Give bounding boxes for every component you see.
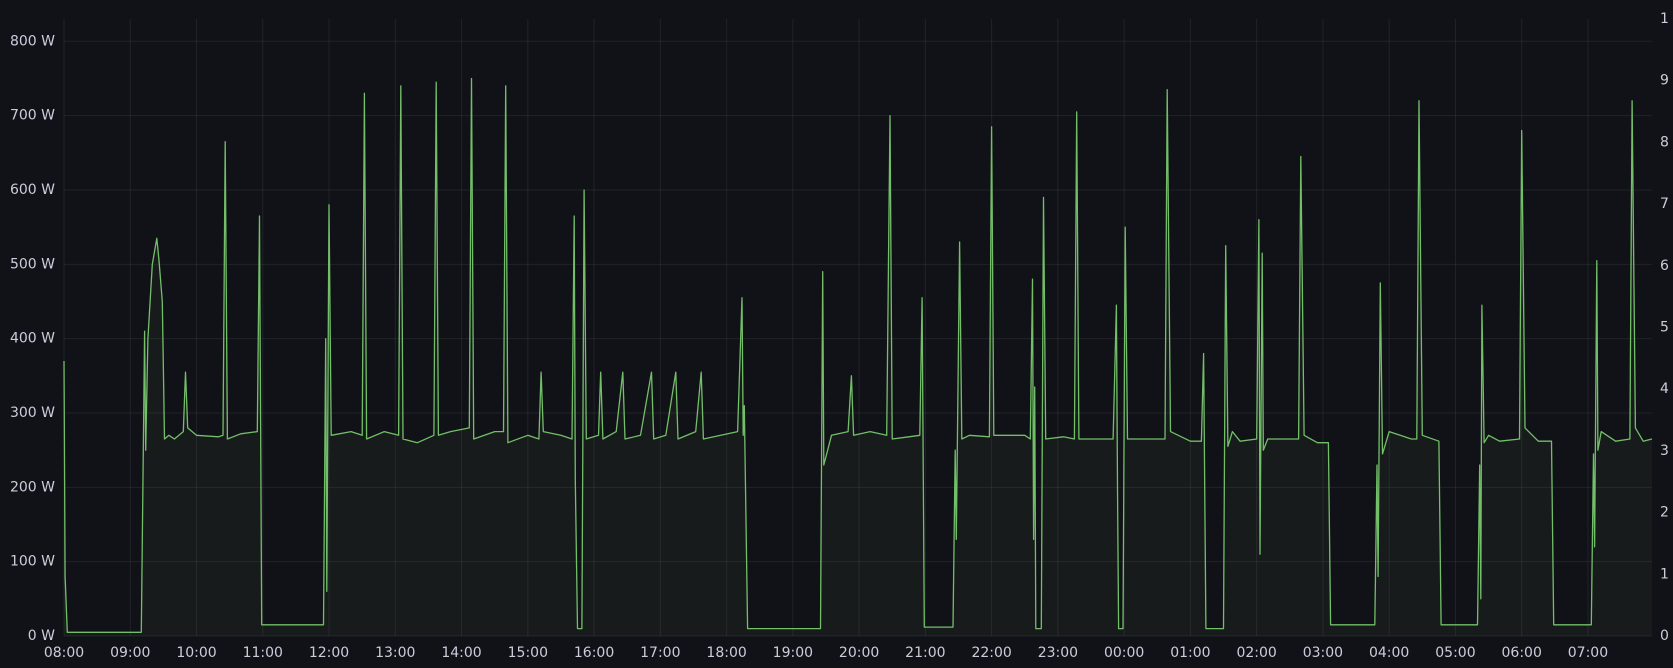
x-tick-label: 03:00 <box>1303 645 1343 661</box>
y-tick-label: 400 W <box>10 331 55 347</box>
area <box>64 78 1652 636</box>
x-tick-label: 09:00 <box>110 645 150 661</box>
y2-tick-label: 7 <box>1660 196 1669 212</box>
x-tick-label: 14:00 <box>441 645 481 661</box>
x-tick-label: 06:00 <box>1502 645 1542 661</box>
x-tick-label: 05:00 <box>1435 645 1475 661</box>
y-tick-label: 500 W <box>10 256 55 272</box>
x-tick-label: 17:00 <box>640 645 680 661</box>
y-tick-label: 800 W <box>10 33 55 49</box>
x-tick-label: 15:00 <box>508 645 548 661</box>
x-tick-label: 21:00 <box>905 645 945 661</box>
x-tick-label: 00:00 <box>1104 645 1144 661</box>
y-tick-label: 100 W <box>10 554 55 570</box>
x-tick-label: 23:00 <box>1038 645 1078 661</box>
y2-tick-label: 6 <box>1660 258 1669 274</box>
y2-tick-label: 1 <box>1660 11 1669 27</box>
y2-tick-label: 3 <box>1660 443 1669 459</box>
line <box>63 77 1653 633</box>
y-tick-label: 700 W <box>10 108 55 124</box>
x-tick-label: 02:00 <box>1236 645 1276 661</box>
x-tick-label: 18:00 <box>706 645 746 661</box>
x-tick-label: 01:00 <box>1170 645 1210 661</box>
y2-tick-label: 2 <box>1660 505 1669 521</box>
y-tick-label: 300 W <box>10 405 55 421</box>
x-tick-label: 16:00 <box>574 645 614 661</box>
y2-tick-label: 5 <box>1660 320 1669 336</box>
x-tick-label: 04:00 <box>1369 645 1409 661</box>
y-tick-label: 600 W <box>10 182 55 198</box>
x-tick-label: 10:00 <box>176 645 216 661</box>
y2-tick-label: 0 <box>1660 628 1669 644</box>
x-tick-label: 22:00 <box>971 645 1011 661</box>
x-tick-label: 11:00 <box>243 645 283 661</box>
x-tick-label: 13:00 <box>375 645 415 661</box>
y2-tick-label: 8 <box>1660 134 1669 150</box>
y2-tick-label: 9 <box>1660 73 1669 89</box>
x-tick-label: 20:00 <box>839 645 879 661</box>
y2-tick-label: 4 <box>1660 381 1669 397</box>
y2-tick-label: 1 <box>1660 566 1669 582</box>
x-tick-label: 08:00 <box>44 645 84 661</box>
x-tick-label: 19:00 <box>773 645 813 661</box>
x-tick-label: 12:00 <box>309 645 349 661</box>
y-tick-label: 0 W <box>28 628 55 644</box>
y-tick-label: 200 W <box>10 479 55 495</box>
x-tick-label: 07:00 <box>1568 645 1608 661</box>
